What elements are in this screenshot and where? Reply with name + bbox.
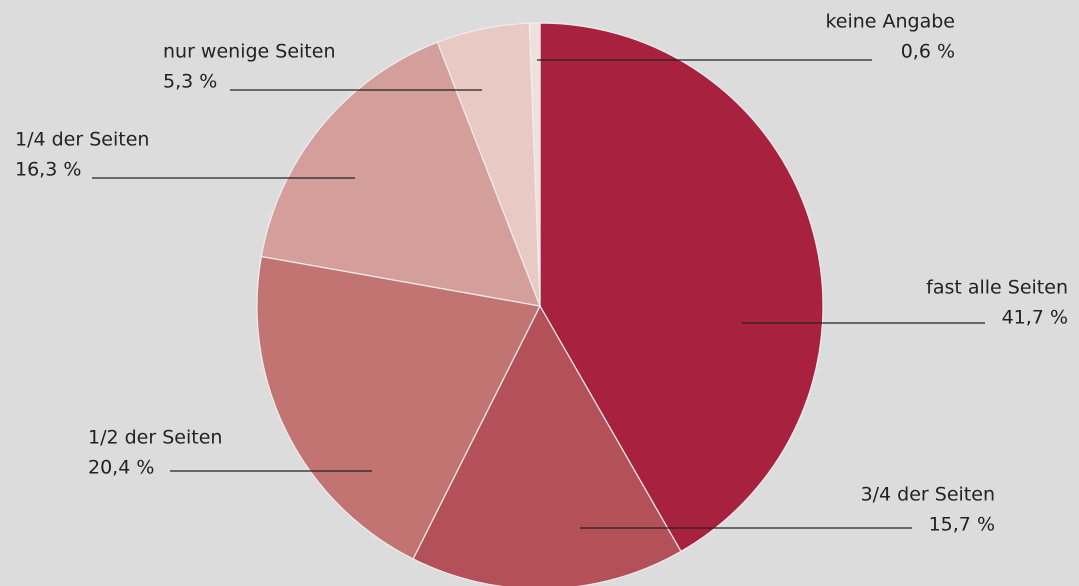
slice-value-label: 16,3 % [15,159,81,181]
pie-slice [412,304,682,586]
slice-label: nur wenige Seiten [163,41,335,63]
pie-slice [260,41,541,307]
pie-slice [256,255,541,560]
slice-label: 3/4 der Seiten [861,484,995,506]
slice-value-label: 5,3 % [163,71,217,93]
slice-value-label: 0,6 % [901,41,955,63]
pie-slice [528,22,541,307]
slice-label: 1/2 der Seiten [88,427,222,449]
pie-slice [539,22,824,553]
slice-value-label: 41,7 % [1002,307,1068,329]
slice-label: fast alle Seiten [926,277,1068,299]
slice-value-label: 20,4 % [88,457,154,479]
slice-label: keine Angabe [825,11,955,33]
slice-label: 1/4 der Seiten [15,129,149,151]
slice-value-label: 15,7 % [929,514,995,536]
